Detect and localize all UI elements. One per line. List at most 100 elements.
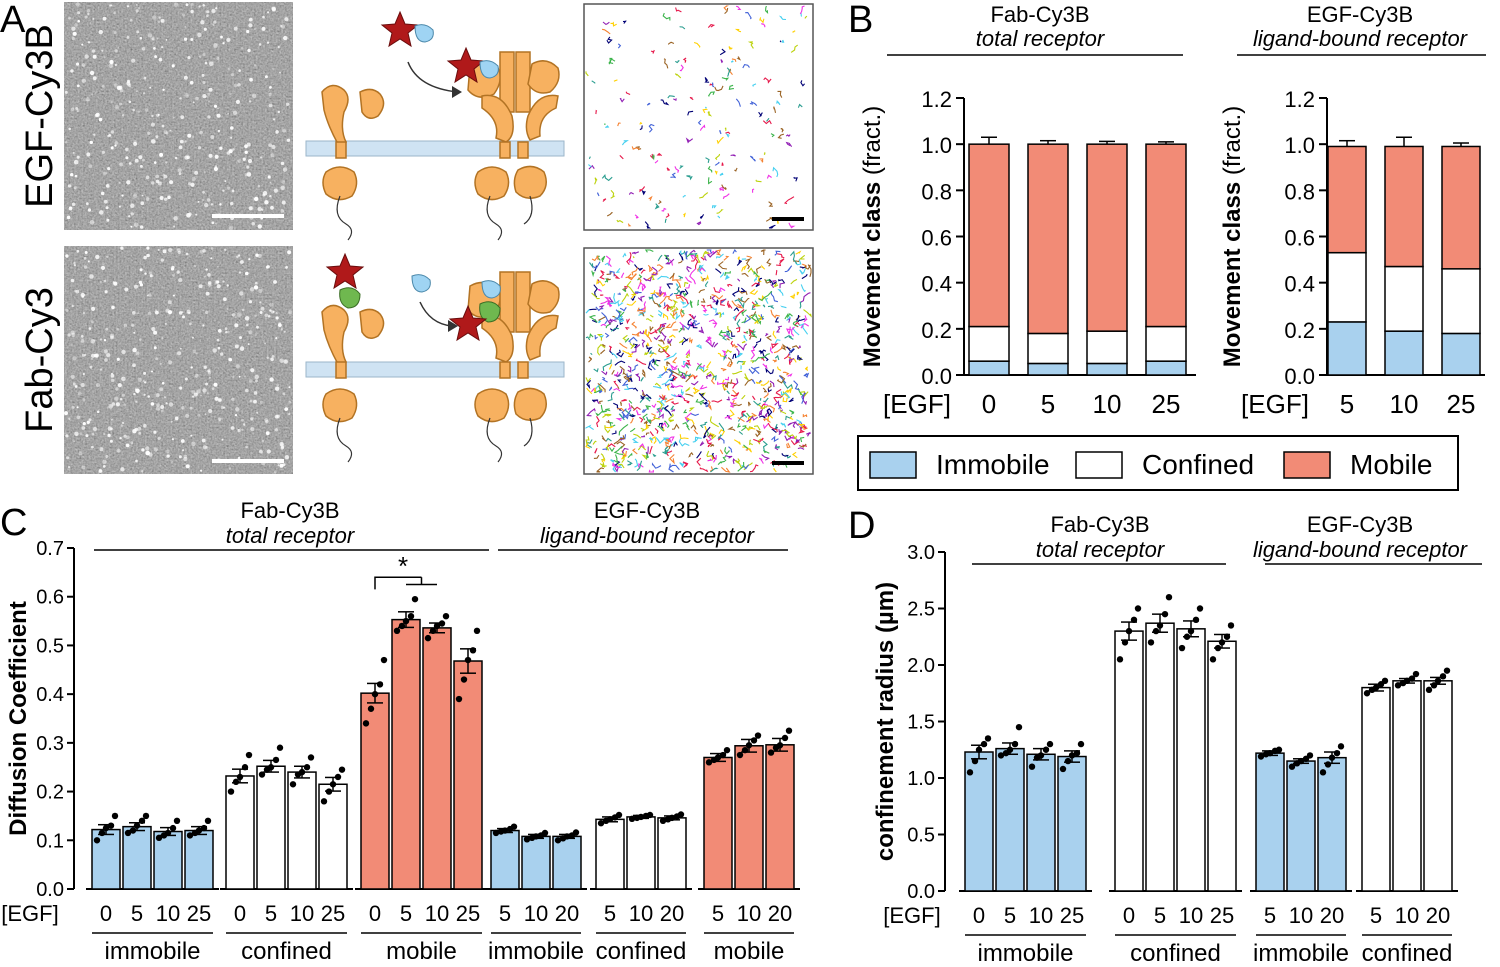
bar-mobile (765, 744, 795, 890)
bar-confined (657, 817, 687, 890)
legend-swatch-immobile (869, 451, 917, 479)
y-tick-label: 0.2 (36, 782, 64, 804)
bar-confined (1086, 330, 1128, 365)
bar-immobile (1441, 332, 1481, 376)
legend-label-immobile: Immobile (936, 449, 1050, 480)
data-point (469, 647, 477, 654)
y-tick-label: 2.0 (907, 655, 935, 677)
x-tick-label: 10 (1289, 903, 1313, 928)
legend-box (857, 435, 1459, 491)
x-tick-label: 20 (1426, 903, 1450, 928)
data-point (367, 705, 375, 712)
bar-immobile (1327, 321, 1367, 376)
bar-confined (1327, 251, 1367, 323)
data-point (659, 817, 667, 824)
data-point (393, 627, 401, 635)
data-point (1147, 639, 1155, 646)
bar-confined (1176, 628, 1206, 892)
data-point (245, 751, 253, 759)
data-point (1015, 723, 1023, 731)
y-tick-label: 0.2 (921, 318, 952, 343)
data-point (492, 829, 500, 837)
data-point (1337, 743, 1345, 750)
data-point (997, 752, 1005, 759)
group-label: confined (596, 938, 687, 965)
data-point (320, 798, 328, 805)
x-tick-label: 0 (1123, 903, 1135, 928)
data-point (1266, 749, 1274, 757)
data-point (637, 813, 645, 821)
data-point (411, 595, 419, 603)
x-tick-label: 5 (499, 901, 511, 926)
data-point (1011, 740, 1019, 748)
bar-immobile (1026, 753, 1056, 892)
data-point (362, 720, 370, 727)
bar-immobile (1255, 752, 1285, 892)
data-point (1161, 610, 1169, 618)
data-point (1297, 757, 1305, 765)
data-point (111, 812, 119, 820)
chart-header: EGF-Cy3B (1307, 2, 1413, 27)
data-point (398, 622, 406, 630)
tracks-egf-sparse (583, 3, 814, 231)
group-label: mobile (386, 938, 457, 965)
x-tick-label: 5 (1041, 389, 1055, 419)
y-tick-label: 0.8 (921, 179, 952, 204)
data-point (1134, 605, 1142, 612)
data-point (1059, 765, 1067, 773)
bar-confined (626, 816, 656, 890)
data-point (1425, 686, 1433, 694)
data-point (1328, 754, 1336, 761)
data-point (195, 827, 203, 834)
bar-group-mobile: 0 5 10 25 mobile (355, 595, 488, 965)
y-tick-label: 0.7 (36, 538, 64, 560)
y-axis-label: Movement class (fract.) (859, 106, 886, 367)
chart-header-italic: ligand-bound receptor (1253, 26, 1469, 51)
data-point (98, 829, 106, 837)
panel-label-c: C (0, 502, 27, 544)
bar-mobile (391, 618, 421, 890)
legend-swatch-mobile (1283, 451, 1331, 479)
data-point (1319, 769, 1327, 776)
bar-mobile (453, 660, 483, 890)
x-tick-label: 25 (1210, 903, 1234, 928)
data-point (1223, 633, 1231, 640)
x-tick-label: 25 (1447, 389, 1476, 419)
panel-label-a: A (0, 0, 26, 41)
x-tick-label: 25 (321, 901, 345, 926)
data-point (334, 773, 342, 781)
x-tick-label: 0 (234, 901, 246, 926)
x-tick-label: 5 (604, 901, 616, 926)
data-point (371, 690, 379, 698)
data-point (93, 837, 101, 844)
bar-confined (1145, 622, 1175, 892)
chart-header-italic: total receptor (1036, 537, 1166, 562)
y-tick-label: 1.2 (921, 87, 952, 112)
data-point (1192, 616, 1200, 623)
data-point (628, 815, 636, 823)
data-point (1333, 749, 1341, 757)
data-point (1227, 622, 1235, 629)
data-point (554, 837, 562, 844)
bar-immobile (995, 747, 1025, 892)
y-tick-label: 0.4 (36, 684, 64, 706)
bar-confined (1114, 630, 1144, 892)
x-axis-prefix: [EGF] (883, 903, 940, 928)
y-tick-label: 0.6 (921, 226, 952, 251)
bar-mobile (422, 627, 452, 890)
x-tick-label: 25 (456, 901, 480, 926)
y-tick-label: 0.0 (36, 879, 64, 901)
bar-mobile (1086, 143, 1128, 332)
chart-header: Fab-Cy3B (240, 498, 339, 523)
bar-group-confined: 5 10 20 confined (590, 811, 692, 965)
bar-group-confined: 5 10 20 confined (1356, 667, 1458, 967)
y-tick-label: 0.4 (1284, 272, 1315, 297)
data-point (563, 833, 571, 840)
data-point (1121, 639, 1129, 646)
group-label: mobile (714, 938, 785, 965)
x-tick-label: 10 (1390, 389, 1419, 419)
data-point (1403, 677, 1411, 685)
data-point (532, 833, 540, 840)
legend-label-mobile: Mobile (1350, 449, 1432, 480)
